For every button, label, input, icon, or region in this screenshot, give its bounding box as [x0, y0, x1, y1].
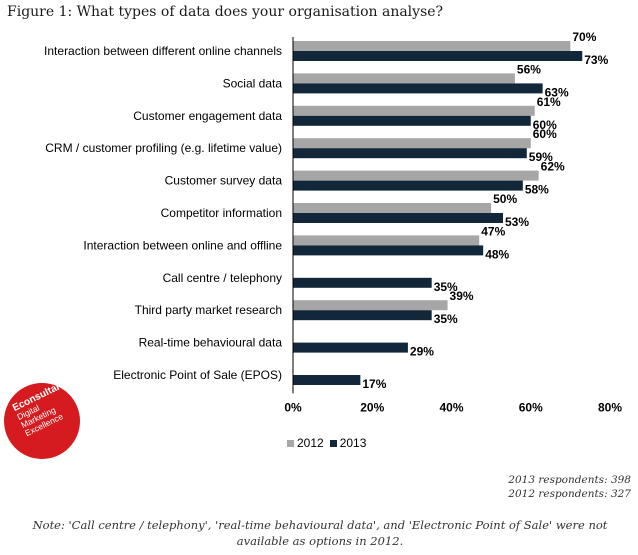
- value-label-2013-customer-survey-data: 58%: [525, 183, 549, 197]
- bar-2012-interaction-between-online-and-offline: [293, 235, 480, 246]
- x-tick-0: 0%: [284, 400, 302, 414]
- value-label-2013-third-party-market-research: 35%: [434, 312, 458, 326]
- value-label-2012-crm-customer-profiling-e-g-lifetime-value: 60%: [533, 127, 557, 141]
- value-label-2013-interaction-between-different-online-channels: 73%: [584, 53, 608, 67]
- legend-swatch-2013: [329, 439, 337, 447]
- bar-2013-customer-survey-data: [293, 180, 523, 191]
- bar-2012-third-party-market-research: [293, 300, 448, 311]
- bar-2013-crm-customer-profiling-e-g-lifetime-value: [293, 148, 527, 159]
- bar-chart: Interaction between different online cha…: [44, 30, 622, 414]
- econsultancy-logo: Econsultancy Digital Marketing Excellenc…: [4, 383, 80, 459]
- value-label-2013-social-data: 63%: [545, 85, 569, 99]
- bar-2013-electronic-point-of-sale-epos: [293, 375, 361, 385]
- bar-2012-crm-customer-profiling-e-g-lifetime-value: [293, 138, 531, 149]
- footnote: Note: 'Call centre / telephony', 'real-t…: [32, 518, 608, 548]
- bar-2012-social-data: [293, 73, 515, 84]
- legend-item-2013: 2013: [329, 436, 367, 450]
- value-label-2012-interaction-between-online-and-offline: 47%: [481, 224, 505, 238]
- x-tick-80: 80%: [598, 400, 622, 414]
- value-label-2013-real-time-behavioural-data: 29%: [410, 345, 434, 359]
- category-label-social-data: Social data: [223, 76, 283, 90]
- x-tick-40: 40%: [439, 400, 463, 414]
- chart-legend: 2012 2013: [287, 436, 372, 450]
- category-label-call-centre-telephony: Call centre / telephony: [163, 271, 282, 285]
- legend-swatch-2012: [287, 439, 294, 447]
- category-label-customer-survey-data: Customer survey data: [165, 174, 283, 188]
- value-label-2013-electronic-point-of-sale-epos: 17%: [362, 377, 386, 391]
- bar-2013-real-time-behavioural-data: [293, 342, 408, 353]
- bar-2012-customer-survey-data: [293, 170, 539, 181]
- category-label-real-time-behavioural-data: Real-time behavioural data: [139, 336, 283, 350]
- bar-2013-call-centre-telephony: [293, 277, 432, 288]
- value-label-2013-customer-engagement-data: 60%: [533, 118, 557, 132]
- bar-2013-third-party-market-research: [293, 310, 432, 321]
- value-label-2012-social-data: 56%: [517, 62, 541, 76]
- value-label-2013-interaction-between-online-and-offline: 48%: [485, 247, 509, 261]
- bar-2013-competitor-information: [293, 213, 504, 223]
- category-label-interaction-between-online-and-offline: Interaction between online and offline: [83, 238, 282, 252]
- bar-2012-customer-engagement-data: [293, 105, 535, 116]
- bar-2012-competitor-information: [293, 203, 492, 213]
- bar-2012-interaction-between-different-online-channels: [293, 41, 571, 51]
- legend-label-2012: 2012: [297, 436, 324, 450]
- category-label-electronic-point-of-sale-epos: Electronic Point of Sale (EPOS): [113, 368, 282, 382]
- value-label-2012-interaction-between-different-online-channels: 70%: [572, 30, 596, 44]
- category-label-customer-engagement-data: Customer engagement data: [133, 109, 282, 123]
- legend-label-2013: 2013: [339, 436, 367, 450]
- x-tick-60: 60%: [519, 400, 543, 414]
- category-label-competitor-information: Competitor information: [161, 206, 282, 220]
- value-label-2012-third-party-market-research: 39%: [450, 289, 474, 303]
- respondents-2012: 2012 respondents: 327: [508, 488, 631, 500]
- value-label-2013-crm-customer-profiling-e-g-lifetime-value: 59%: [529, 150, 553, 164]
- legend-item-2012: 2012: [287, 436, 324, 450]
- value-label-2013-competitor-information: 53%: [505, 215, 529, 229]
- value-label-2012-competitor-information: 50%: [493, 192, 517, 206]
- value-label-2013-call-centre-telephony: 35%: [434, 280, 458, 294]
- value-label-2012-customer-survey-data: 62%: [541, 160, 565, 174]
- respondents-2013: 2013 respondents: 398: [508, 474, 631, 486]
- category-label-third-party-market-research: Third party market research: [135, 303, 282, 317]
- x-tick-20: 20%: [360, 400, 384, 414]
- category-label-crm-customer-profiling-e-g-lifetime-value: CRM / customer profiling (e.g. lifetime …: [45, 141, 282, 155]
- respondents-info: 2013 respondents: 398 2012 respondents: …: [508, 473, 631, 501]
- value-label-2012-customer-engagement-data: 61%: [537, 95, 561, 109]
- bar-2013-customer-engagement-data: [293, 115, 531, 126]
- bar-2013-interaction-between-different-online-channels: [293, 51, 583, 61]
- bar-2013-social-data: [293, 83, 543, 94]
- bar-2013-interaction-between-online-and-offline: [293, 245, 484, 256]
- figure-title: Figure 1: What types of data does your o…: [7, 4, 444, 20]
- category-label-interaction-between-different-online-channels: Interaction between different online cha…: [44, 44, 282, 58]
